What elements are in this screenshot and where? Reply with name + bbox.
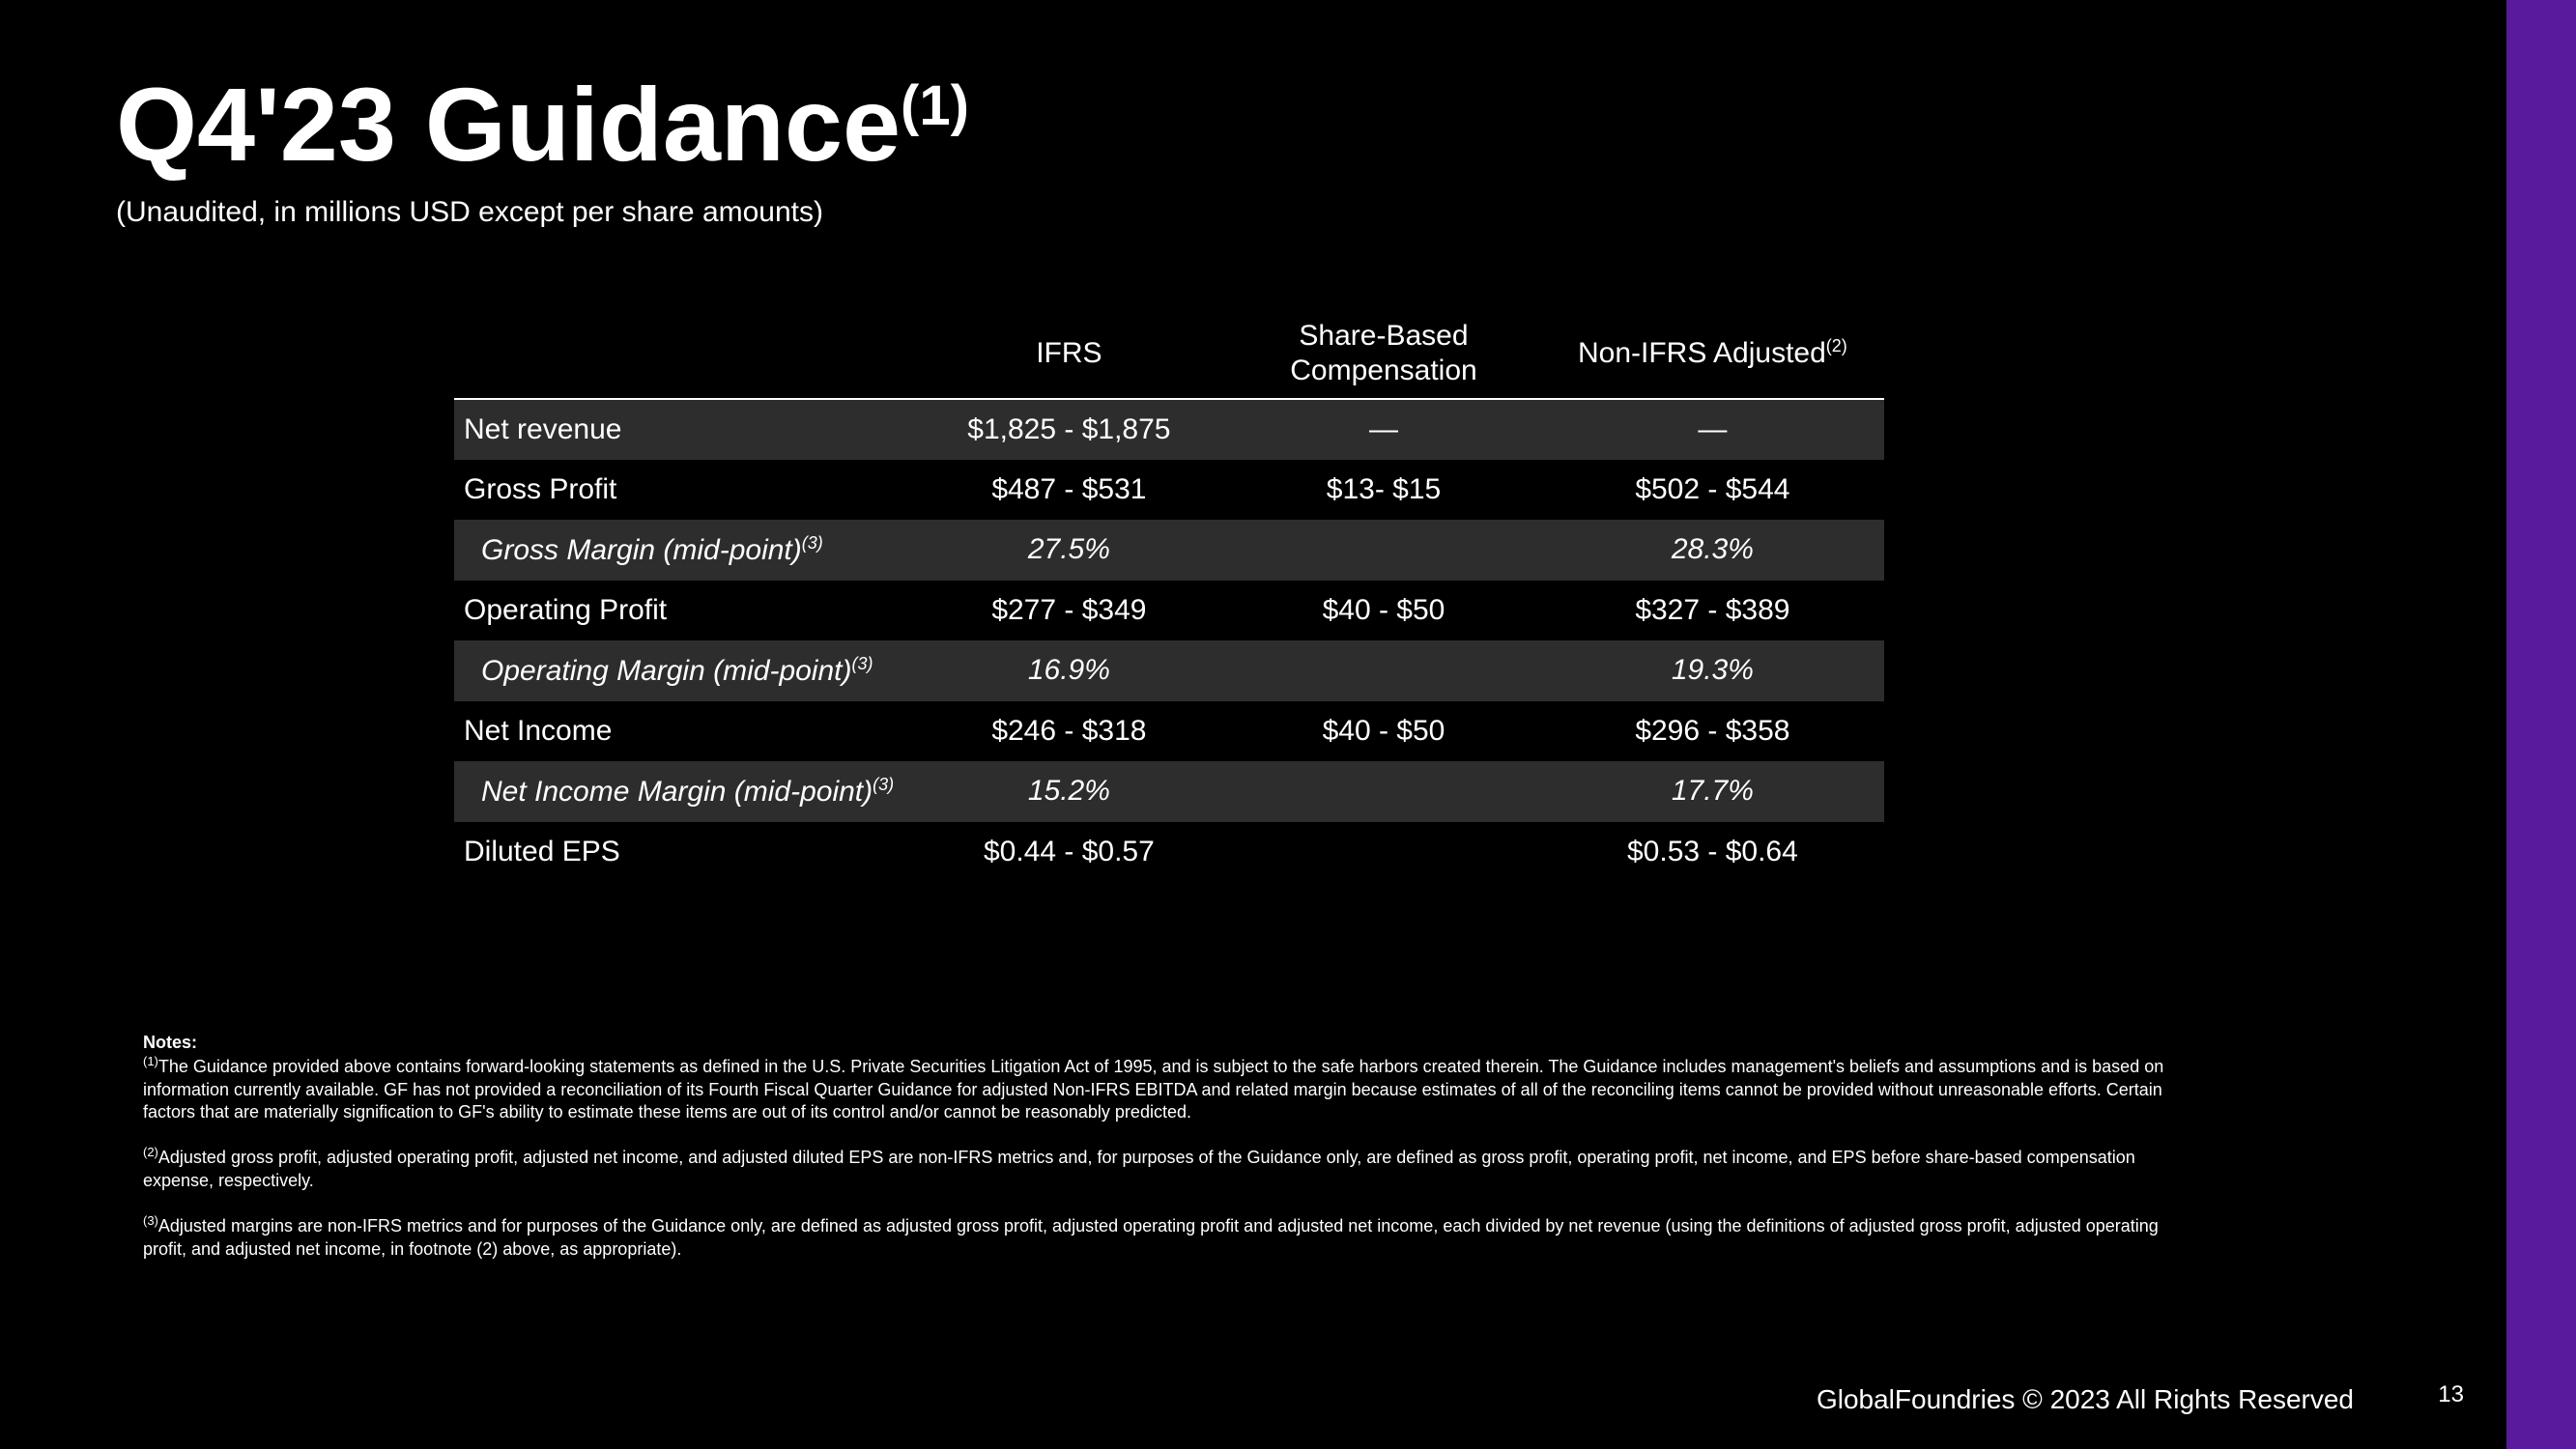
table-row: Net Income Margin (mid-point)(3)15.2% 17.… [454, 761, 1884, 822]
row-label: Net Income [454, 701, 912, 761]
row-label-sup: (3) [802, 533, 823, 553]
table-row: Net revenue$1,825 - $1,875—— [454, 399, 1884, 460]
table-header-row: IFRS Share-Based Compensation Non-IFRS A… [454, 311, 1884, 399]
row-label: Gross Profit [454, 460, 912, 520]
row-label: Net revenue [454, 399, 912, 460]
header-sbc: Share-Based Compensation [1226, 311, 1541, 399]
row-ifrs: $0.44 - $0.57 [912, 822, 1227, 882]
header-sbc-line2: Compensation [1290, 355, 1476, 386]
accent-bar [2506, 0, 2576, 1449]
note-sup: (2) [143, 1145, 158, 1159]
row-label: Gross Margin (mid-point)(3) [454, 520, 912, 581]
notes-section: Notes: (1)The Guidance provided above co… [143, 1032, 2170, 1261]
row-sbc: $13- $15 [1226, 460, 1541, 520]
note-text: Adjusted margins are non-IFRS metrics an… [143, 1216, 2159, 1258]
note-sup: (1) [143, 1054, 158, 1068]
row-nonifrs: $296 - $358 [1541, 701, 1884, 761]
header-nonifrs: Non-IFRS Adjusted(2) [1541, 311, 1884, 399]
title-superscript: (1) [901, 74, 969, 137]
header-ifrs: IFRS [912, 311, 1227, 399]
row-sbc [1226, 520, 1541, 581]
guidance-table-container: IFRS Share-Based Compensation Non-IFRS A… [454, 311, 1884, 882]
header-sbc-line1: Share-Based [1299, 320, 1468, 352]
row-nonifrs: — [1541, 399, 1884, 460]
table-row: Gross Margin (mid-point)(3)27.5% 28.3% [454, 520, 1884, 581]
row-nonifrs: 28.3% [1541, 520, 1884, 581]
notes-container: (1)The Guidance provided above contains … [143, 1054, 2170, 1261]
header-nonifrs-sup: (2) [1826, 336, 1847, 355]
row-nonifrs: 19.3% [1541, 640, 1884, 701]
row-label: Operating Profit [454, 581, 912, 640]
note-item: (1)The Guidance provided above contains … [143, 1054, 2170, 1123]
table-body: Net revenue$1,825 - $1,875——Gross Profit… [454, 399, 1884, 882]
table-row: Net Income$246 - $318$40 - $50$296 - $35… [454, 701, 1884, 761]
row-sbc [1226, 761, 1541, 822]
table-row: Diluted EPS$0.44 - $0.57 $0.53 - $0.64 [454, 822, 1884, 882]
row-label-sup: (3) [851, 654, 873, 673]
note-item: (2)Adjusted gross profit, adjusted opera… [143, 1145, 2170, 1192]
subtitle: (Unaudited, in millions USD except per s… [116, 196, 2460, 229]
row-ifrs: $246 - $318 [912, 701, 1227, 761]
row-sbc [1226, 640, 1541, 701]
row-label: Operating Margin (mid-point)(3) [454, 640, 912, 701]
notes-label: Notes: [143, 1032, 2170, 1054]
title-text: Q4'23 Guidance [116, 66, 901, 183]
row-ifrs: 27.5% [912, 520, 1227, 581]
row-nonifrs: $0.53 - $0.64 [1541, 822, 1884, 882]
header-empty [454, 311, 912, 399]
footer-page-number: 13 [2438, 1381, 2464, 1408]
row-label: Net Income Margin (mid-point)(3) [454, 761, 912, 822]
row-ifrs: 15.2% [912, 761, 1227, 822]
note-text: Adjusted gross profit, adjusted operatin… [143, 1148, 2135, 1189]
slide-content: Q4'23 Guidance(1) (Unaudited, in million… [0, 0, 2576, 1261]
row-ifrs: $1,825 - $1,875 [912, 399, 1227, 460]
row-sbc: $40 - $50 [1226, 701, 1541, 761]
note-text: The Guidance provided above contains for… [143, 1057, 2163, 1122]
note-item: (3)Adjusted margins are non-IFRS metrics… [143, 1213, 2170, 1261]
row-nonifrs: $327 - $389 [1541, 581, 1884, 640]
row-ifrs: 16.9% [912, 640, 1227, 701]
header-nonifrs-text: Non-IFRS Adjusted [1578, 337, 1826, 369]
row-label: Diluted EPS [454, 822, 912, 882]
row-sbc [1226, 822, 1541, 882]
row-ifrs: $277 - $349 [912, 581, 1227, 640]
row-sbc: $40 - $50 [1226, 581, 1541, 640]
note-sup: (3) [143, 1213, 158, 1228]
row-sbc: — [1226, 399, 1541, 460]
guidance-table: IFRS Share-Based Compensation Non-IFRS A… [454, 311, 1884, 882]
row-nonifrs: 17.7% [1541, 761, 1884, 822]
table-row: Operating Margin (mid-point)(3)16.9% 19.3… [454, 640, 1884, 701]
footer-copyright: GlobalFoundries © 2023 All Rights Reserv… [1817, 1384, 2354, 1415]
row-label-sup: (3) [873, 775, 894, 794]
row-nonifrs: $502 - $544 [1541, 460, 1884, 520]
table-row: Operating Profit$277 - $349$40 - $50$327… [454, 581, 1884, 640]
table-row: Gross Profit$487 - $531$13- $15$502 - $5… [454, 460, 1884, 520]
row-ifrs: $487 - $531 [912, 460, 1227, 520]
page-title: Q4'23 Guidance(1) [116, 68, 2460, 183]
